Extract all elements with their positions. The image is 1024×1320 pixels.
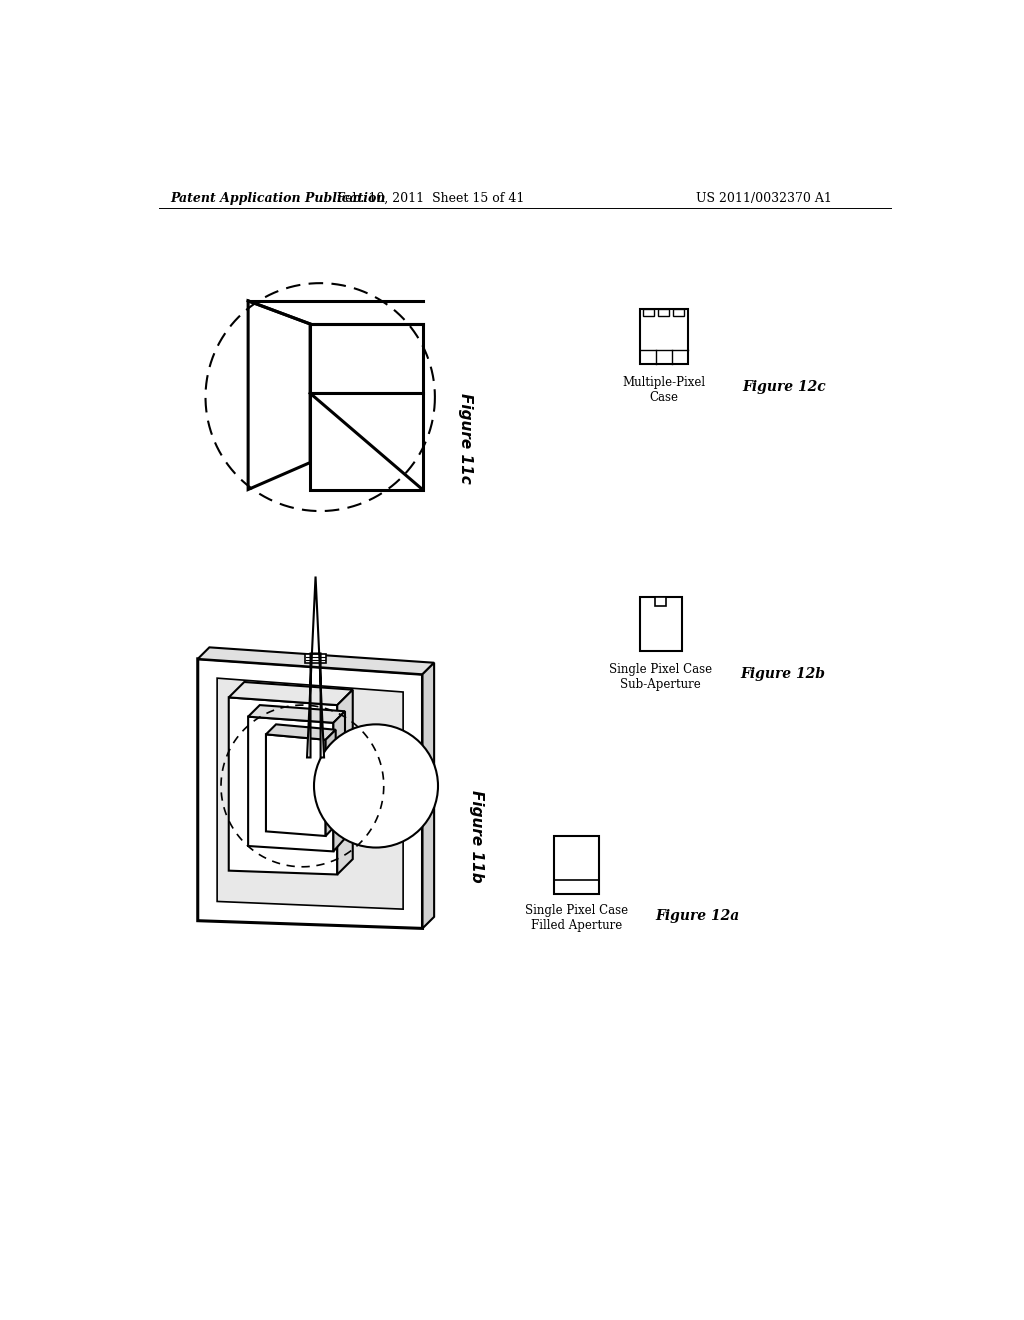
Bar [640,309,687,364]
Bar [643,309,654,317]
Text: Figure 12b: Figure 12b [740,667,825,681]
Polygon shape [198,659,423,928]
Polygon shape [248,717,334,851]
Polygon shape [423,663,434,928]
Polygon shape [326,730,336,836]
Bar [554,836,599,894]
Bar [658,309,669,317]
Polygon shape [337,689,352,875]
Polygon shape [310,323,423,393]
Circle shape [314,725,438,847]
Text: Figure 11c: Figure 11c [458,393,473,484]
Text: Patent Application Publication: Patent Application Publication [171,191,386,205]
Text: US 2011/0032370 A1: US 2011/0032370 A1 [695,191,831,205]
Polygon shape [248,301,310,490]
Polygon shape [266,725,336,739]
Polygon shape [248,705,345,723]
Text: Figure 11b: Figure 11b [469,789,484,883]
Polygon shape [334,711,345,851]
Polygon shape [217,678,403,909]
Text: Single Pixel Case
Filled Aperture: Single Pixel Case Filled Aperture [525,904,629,932]
Bar [305,653,327,663]
Polygon shape [310,393,423,490]
Text: Multiple-Pixel
Case: Multiple-Pixel Case [622,376,706,404]
Bar [655,597,667,606]
Polygon shape [307,577,324,758]
Polygon shape [266,734,326,836]
Text: Single Pixel Case
Sub-Aperture: Single Pixel Case Sub-Aperture [609,663,712,690]
Text: Feb. 10, 2011  Sheet 15 of 41: Feb. 10, 2011 Sheet 15 of 41 [337,191,524,205]
Bar [640,597,682,651]
Polygon shape [228,697,337,875]
Bar [673,309,684,317]
Text: Figure 12c: Figure 12c [742,380,826,395]
Text: Figure 12a: Figure 12a [655,909,739,923]
Polygon shape [228,682,352,705]
Polygon shape [198,647,434,675]
